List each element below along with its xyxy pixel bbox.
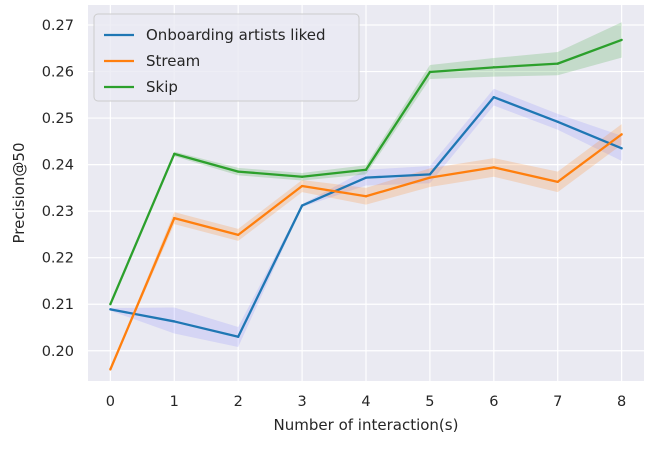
data-point [428, 173, 432, 176]
data-point [556, 62, 559, 65]
data-point [428, 70, 432, 74]
legend-label-1: Stream [146, 52, 200, 70]
data-point [236, 233, 240, 237]
confidence-band-0 [110, 88, 622, 348]
x-tick-labels: 0 1 2 3 4 5 6 7 8 [106, 394, 626, 410]
x-tick-label: 2 [234, 394, 243, 410]
data-point [620, 147, 623, 150]
data-point [236, 170, 240, 173]
x-tick-label: 8 [617, 394, 626, 410]
y-tick-label: 0.22 [42, 251, 74, 267]
y-tick-label: 0.20 [42, 344, 74, 360]
series-lines [109, 38, 623, 371]
y-tick-label: 0.23 [42, 204, 74, 220]
x-tick-label: 7 [553, 394, 562, 410]
data-point [364, 195, 368, 198]
y-tick-label: 0.24 [42, 158, 74, 174]
data-point [109, 368, 112, 371]
x-axis-label: Number of interaction(s) [274, 416, 459, 434]
data-point [236, 335, 240, 338]
data-point [492, 95, 496, 99]
data-point [173, 216, 176, 220]
x-tick-label: 5 [425, 394, 434, 410]
x-tick-label: 6 [489, 394, 498, 410]
y-tick-labels: 0.20 0.21 0.22 0.23 0.24 0.25 0.26 0.27 [42, 18, 74, 360]
data-point [109, 303, 112, 306]
data-point [300, 175, 304, 178]
y-tick-label: 0.25 [42, 111, 74, 127]
data-point [492, 166, 496, 169]
legend: Onboarding artists liked Stream Skip [93, 13, 360, 102]
data-point [428, 176, 432, 179]
data-point [364, 176, 368, 179]
y-tick-label: 0.26 [42, 65, 74, 81]
data-point [109, 308, 112, 311]
data-point [620, 38, 623, 42]
data-point [556, 180, 559, 184]
data-point [173, 152, 176, 156]
legend-box [93, 13, 360, 102]
data-point [173, 320, 176, 323]
data-point [364, 168, 368, 171]
data-point [492, 66, 496, 69]
y-tick-label: 0.21 [42, 297, 74, 313]
y-tick-label: 0.27 [42, 18, 74, 34]
y-axis-label: Precision@50 [10, 142, 28, 243]
data-point [300, 184, 304, 188]
legend-label-0: Onboarding artists liked [146, 26, 326, 44]
data-point [300, 204, 304, 207]
x-tick-label: 1 [170, 394, 179, 410]
x-tick-label: 3 [297, 394, 306, 410]
data-point [620, 133, 623, 136]
x-tick-label: 0 [106, 394, 115, 410]
legend-label-2: Skip [146, 78, 178, 96]
data-point [556, 120, 559, 124]
x-tick-label: 4 [361, 394, 370, 410]
